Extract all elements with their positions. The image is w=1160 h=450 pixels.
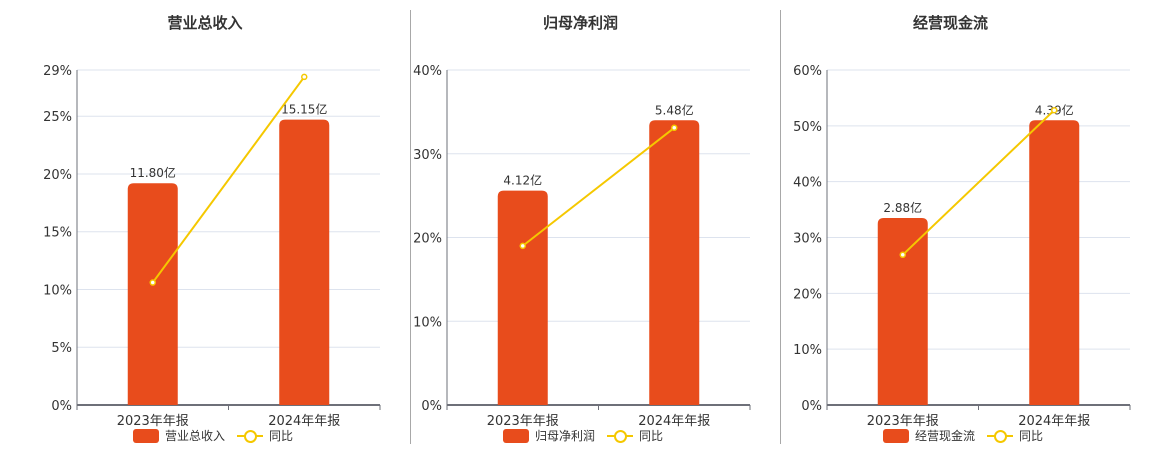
legend-line-swatch[interactable] (607, 429, 634, 443)
y-tick-label: 0% (421, 399, 442, 414)
bar-value-label: 11.80亿 (130, 165, 176, 180)
y-tick-label: 29% (43, 64, 72, 79)
chart-panel-revenue: 营业总收入 0% 5% 10% 15% 20% 25% 29% 11.80亿 2023年年报 15… (0, 0, 410, 450)
legend-bar-swatch[interactable] (503, 428, 529, 443)
chart-legend: 营业总收入 同比 (133, 427, 293, 444)
legend-line-label[interactable]: 同比 (639, 429, 664, 443)
bar[interactable] (127, 183, 178, 405)
y-tick-label: 30% (413, 148, 442, 163)
x-tick-label: 2023年年报 (867, 414, 939, 429)
yoy-point[interactable] (149, 279, 156, 286)
yoy-point[interactable] (519, 242, 526, 250)
yoy-line (902, 109, 1055, 256)
chart-title: 经营现金流 (912, 14, 988, 32)
legend-bar-label[interactable]: 营业总收入 (165, 429, 226, 443)
legend-bar-label[interactable]: 归母净利润 (535, 429, 596, 443)
bar-value-label: 4.12亿 (503, 173, 542, 188)
chart-title: 营业总收入 (167, 14, 243, 32)
y-tick-label: 25% (43, 110, 72, 125)
yoy-point[interactable] (671, 124, 678, 132)
x-tick-label: 2024年年报 (268, 414, 340, 429)
yoy-point[interactable] (1051, 106, 1058, 114)
bar[interactable] (877, 217, 928, 405)
bar[interactable] (497, 190, 548, 405)
legend-line-swatch[interactable] (987, 429, 1014, 443)
y-tick-label: 60% (793, 64, 822, 79)
y-tick-label: 0% (801, 399, 822, 414)
yoy-point[interactable] (899, 251, 906, 259)
y-tick-label: 30% (793, 232, 822, 247)
yoy-point[interactable] (301, 73, 308, 81)
yoy-line (151, 76, 306, 284)
x-tick-label: 2023年年报 (117, 414, 189, 429)
x-tick-label: 2024年年报 (1018, 414, 1090, 429)
bar[interactable] (279, 119, 330, 405)
y-tick-label: 20% (793, 287, 822, 302)
y-tick-label: 40% (793, 176, 822, 191)
y-tick-label: 5% (51, 341, 72, 356)
bar[interactable] (1029, 120, 1080, 405)
y-tick-label: 20% (413, 232, 442, 247)
legend-line-swatch[interactable] (237, 429, 264, 443)
legend-bar-swatch[interactable] (883, 428, 909, 443)
chart-plot: 0% 5% 10% 15% 20% 25% 29% 11.80亿 2023年年报 15.15亿 20… (43, 64, 381, 429)
chart-legend: 归母净利润 同比 (503, 427, 663, 444)
panel-divider-2 (780, 10, 781, 444)
bar-value-label: 5.48亿 (655, 102, 694, 117)
bar-value-label: 15.15亿 (281, 102, 327, 117)
y-tick-label: 10% (43, 283, 72, 298)
y-tick-label: 0% (51, 399, 72, 414)
x-tick-label: 2024年年报 (638, 414, 710, 429)
y-tick-label: 15% (43, 226, 72, 241)
y-tick-label: 10% (793, 343, 822, 358)
legend-bar-label[interactable]: 经营现金流 (915, 429, 976, 443)
y-tick-label: 20% (43, 168, 72, 183)
bar-value-label: 2.88亿 (883, 200, 922, 215)
x-tick-label: 2023年年报 (487, 414, 559, 429)
y-tick-label: 40% (413, 64, 442, 79)
legend-line-label[interactable]: 同比 (269, 429, 294, 443)
yoy-line (522, 126, 675, 247)
y-tick-label: 10% (413, 315, 442, 330)
bar[interactable] (649, 120, 700, 405)
legend-bar-swatch[interactable] (133, 428, 159, 443)
panel-divider-1 (410, 10, 411, 444)
chart-title: 归母净利润 (542, 14, 618, 32)
y-tick-label: 50% (793, 120, 822, 135)
legend-line-label[interactable]: 同比 (1019, 429, 1044, 443)
chart-legend: 经营现金流 同比 (883, 427, 1043, 444)
